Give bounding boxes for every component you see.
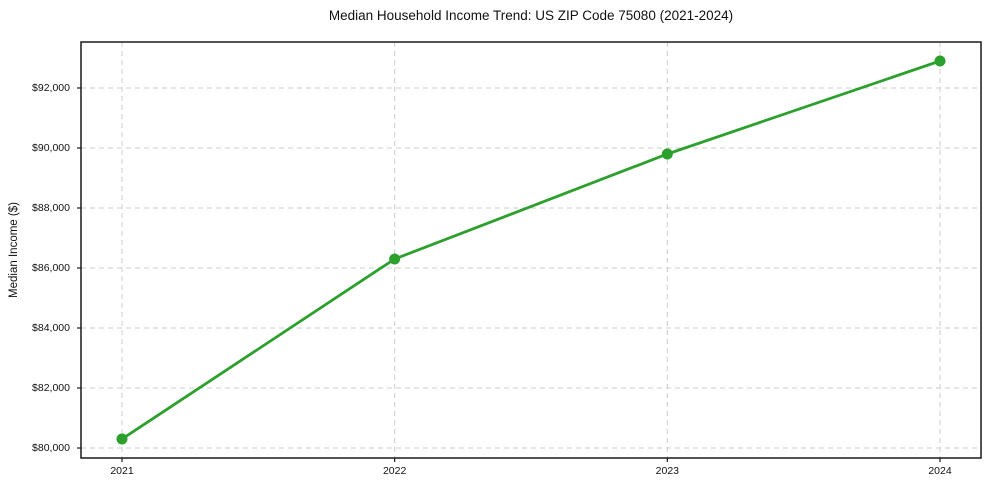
data-point-marker <box>389 253 401 265</box>
y-tick-label: $88,000 <box>32 201 70 214</box>
data-point-marker <box>661 148 673 160</box>
y-tick-label: $92,000 <box>32 81 70 94</box>
x-tick-label: 2022 <box>382 465 407 477</box>
y-tick-label: $84,000 <box>32 322 70 334</box>
x-tick-label: 2023 <box>655 465 679 477</box>
x-tick-label: 2024 <box>928 465 952 477</box>
y-tick-label: $90,000 <box>32 141 70 154</box>
y-tick-label: $82,000 <box>32 382 70 394</box>
income-trend-line <box>120 59 942 441</box>
x-tick-label: 2021 <box>110 465 134 477</box>
y-tick-label: $80,000 <box>32 442 70 454</box>
data-point-marker <box>116 433 128 445</box>
chart-title: Median Household Income Trend: US ZIP Co… <box>328 8 734 23</box>
data-point-marker <box>934 55 946 67</box>
plot-border <box>80 41 982 459</box>
y-tick-label: $86,000 <box>32 262 70 274</box>
